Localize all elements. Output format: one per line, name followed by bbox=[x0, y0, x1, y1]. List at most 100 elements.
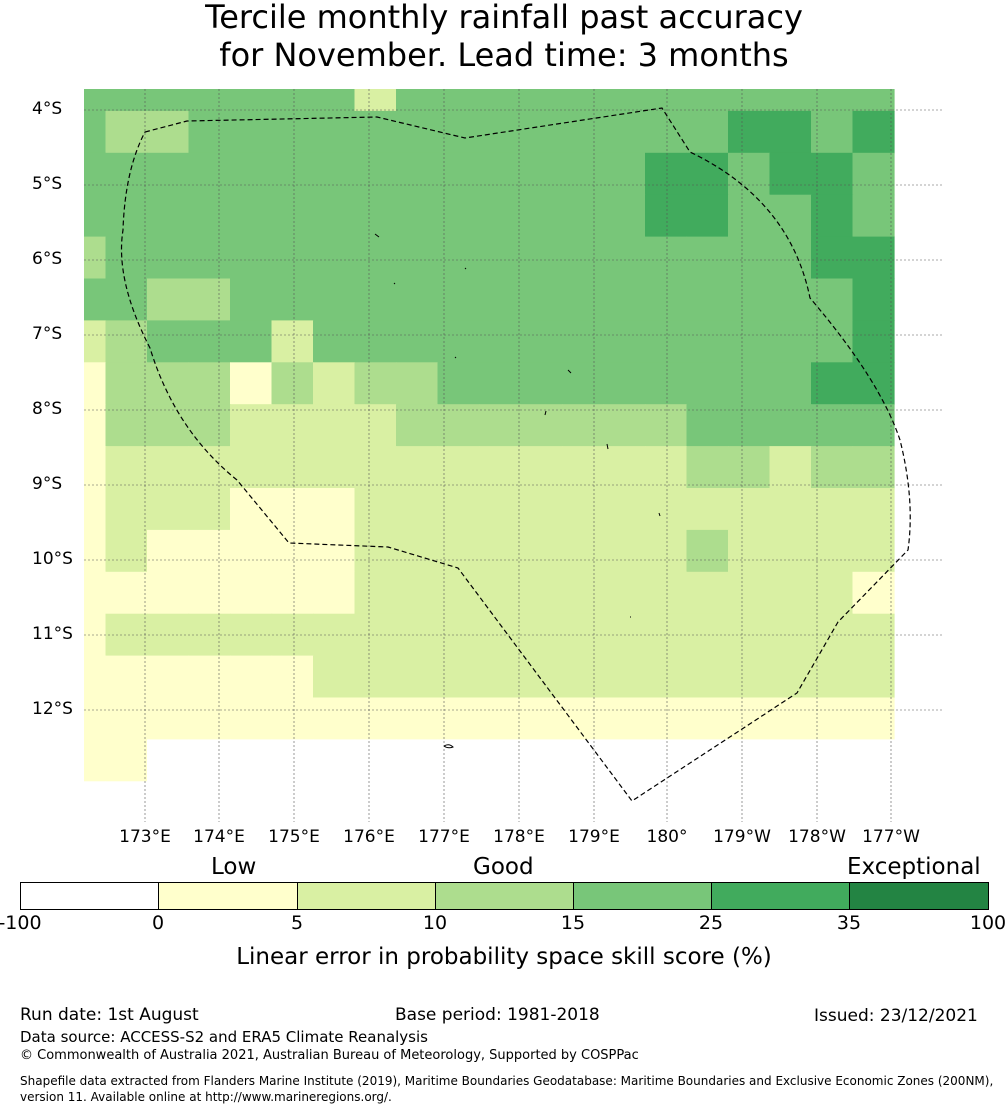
grid-cell bbox=[147, 236, 190, 280]
grid-cell bbox=[354, 529, 397, 573]
longitude-label: 175°E bbox=[268, 827, 320, 847]
grid-cell bbox=[188, 404, 231, 447]
grid-cell bbox=[188, 89, 231, 112]
grid-cell bbox=[396, 278, 439, 321]
grid-cell bbox=[769, 446, 812, 489]
grid-cell bbox=[852, 404, 895, 447]
grid-cell bbox=[105, 278, 148, 321]
latitude-label: 9°S bbox=[32, 474, 63, 494]
grid-cell bbox=[562, 571, 605, 615]
grid-cell bbox=[645, 278, 688, 321]
colorbar-segment bbox=[435, 882, 574, 910]
grid-cell bbox=[147, 446, 190, 489]
grid-cell bbox=[84, 529, 107, 573]
grid-cell bbox=[105, 739, 148, 782]
grid-cell bbox=[354, 194, 397, 238]
grid-cell bbox=[645, 781, 688, 822]
grid-cell bbox=[271, 529, 314, 573]
grid-cell bbox=[603, 236, 646, 280]
grid-cell bbox=[147, 404, 190, 447]
latitude-label: 7°S bbox=[32, 324, 63, 344]
grid-cell bbox=[313, 89, 356, 112]
grid-cell bbox=[354, 362, 397, 405]
grid-cell bbox=[147, 278, 190, 321]
grid-cell bbox=[354, 697, 397, 740]
grid-cell bbox=[811, 655, 854, 699]
grid-cell bbox=[811, 781, 854, 822]
grid-cell bbox=[769, 278, 812, 321]
grid-cell bbox=[147, 571, 190, 615]
grid-cell bbox=[479, 529, 522, 573]
grid-cell bbox=[230, 697, 273, 740]
grid-cell bbox=[769, 89, 812, 112]
grid-cell bbox=[105, 446, 148, 489]
grid-cell bbox=[230, 739, 273, 782]
grid-cell bbox=[313, 110, 356, 154]
colorbar-segment bbox=[158, 882, 298, 910]
colorbar-tick-label: 25 bbox=[698, 912, 724, 934]
grid-cell bbox=[230, 571, 273, 615]
legend-low-label: Low bbox=[211, 854, 257, 880]
grid-cell bbox=[230, 152, 273, 196]
grid-cell bbox=[188, 236, 231, 280]
latitude-label: 10°S bbox=[32, 549, 73, 569]
grid-cell bbox=[230, 362, 273, 405]
grid-cell bbox=[728, 739, 771, 782]
grid-cell bbox=[354, 278, 397, 321]
grid-cells bbox=[84, 89, 895, 822]
grid-cell bbox=[230, 655, 273, 699]
base-period: Base period: 1981-2018 bbox=[395, 1005, 600, 1025]
grid-cell bbox=[271, 446, 314, 489]
legend-good-label: Good bbox=[473, 854, 534, 880]
grid-cell bbox=[520, 739, 563, 782]
grid-cell bbox=[811, 571, 854, 615]
colorbar-tick-label: 0 bbox=[151, 912, 165, 934]
colorbar-segment bbox=[711, 882, 850, 910]
grid-cell bbox=[84, 362, 107, 405]
grid-cell bbox=[852, 655, 895, 699]
shapefile-credit: Shapefile data extracted from Flanders M… bbox=[20, 1074, 994, 1104]
grid-cell bbox=[105, 89, 148, 112]
grid-cell bbox=[603, 529, 646, 573]
grid-cell bbox=[188, 194, 231, 238]
grid-cell bbox=[645, 446, 688, 489]
grid-cell bbox=[811, 236, 854, 280]
colorbar-tick-label: 100 bbox=[969, 912, 1007, 934]
grid-cell bbox=[728, 781, 771, 822]
grid-cell bbox=[811, 446, 854, 489]
grid-cell bbox=[396, 488, 439, 531]
grid-cell bbox=[84, 488, 107, 531]
grid-cell bbox=[230, 488, 273, 531]
grid-cell bbox=[271, 236, 314, 280]
grid-cell bbox=[686, 571, 729, 615]
grid-cell bbox=[147, 110, 190, 154]
grid-cell bbox=[645, 110, 688, 154]
grid-cell bbox=[686, 110, 729, 154]
grid-cell bbox=[188, 320, 231, 363]
grid-cell bbox=[313, 488, 356, 531]
grid-cell bbox=[852, 488, 895, 531]
grid-cell bbox=[728, 362, 771, 405]
grid-cell bbox=[230, 89, 273, 112]
grid-cell bbox=[728, 529, 771, 573]
grid-cell bbox=[105, 529, 148, 573]
grid-cell bbox=[728, 404, 771, 447]
grid-cell bbox=[479, 739, 522, 782]
grid-cell bbox=[603, 194, 646, 238]
longitude-label: 176°E bbox=[343, 827, 395, 847]
grid-cell bbox=[271, 697, 314, 740]
grid-cell bbox=[686, 278, 729, 321]
grid-cell bbox=[313, 571, 356, 615]
grid-cell bbox=[479, 571, 522, 615]
grid-cell bbox=[147, 152, 190, 196]
grid-cell bbox=[84, 739, 107, 782]
grid-cell bbox=[313, 236, 356, 280]
grid-cell bbox=[728, 278, 771, 321]
grid-cell bbox=[520, 571, 563, 615]
grid-cell bbox=[230, 529, 273, 573]
grid-cell bbox=[645, 236, 688, 280]
grid-cell bbox=[562, 236, 605, 280]
grid-cell bbox=[396, 404, 439, 447]
grid-cell bbox=[520, 529, 563, 573]
island-mark bbox=[374, 233, 380, 238]
